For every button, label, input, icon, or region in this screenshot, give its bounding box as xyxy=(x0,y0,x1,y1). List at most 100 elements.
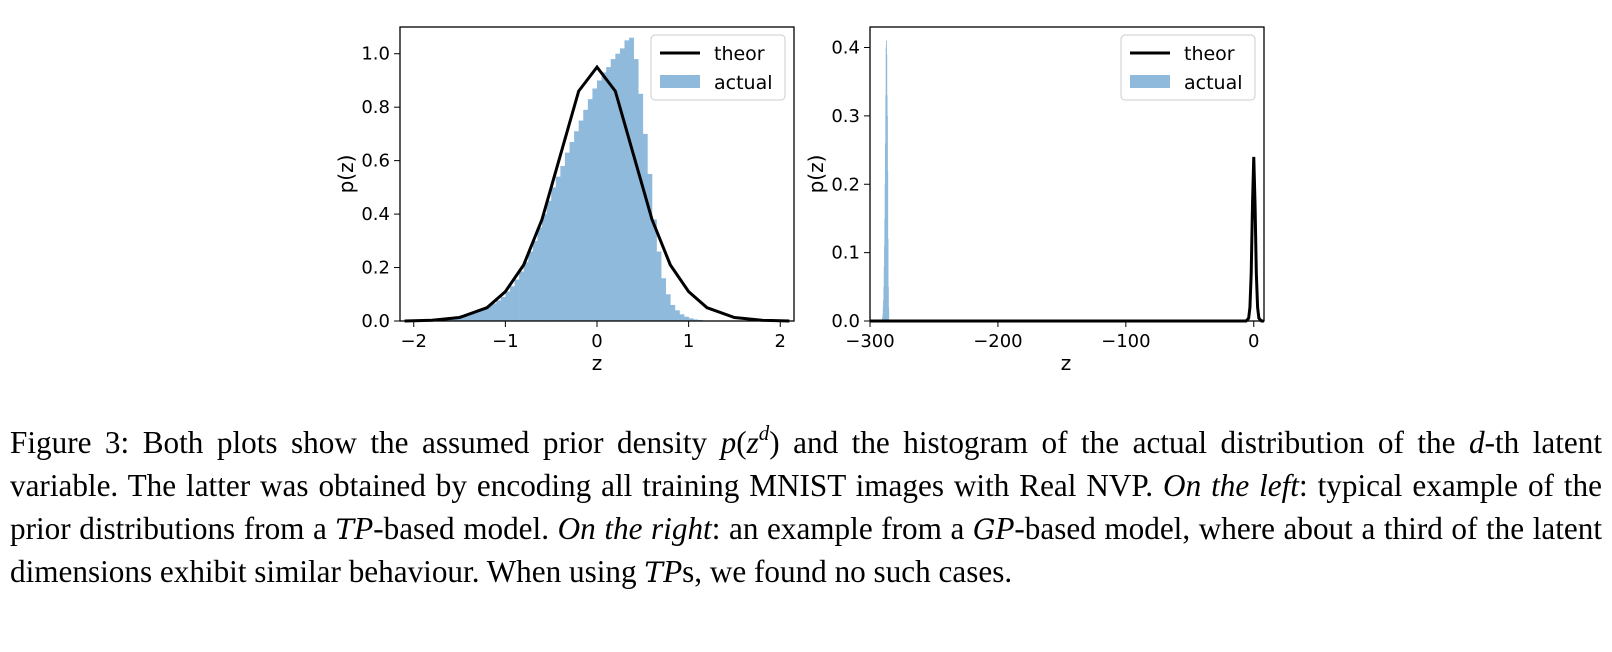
left-histogram xyxy=(413,37,717,322)
histogram-bar xyxy=(532,240,538,321)
right-ytick-label: 0.2 xyxy=(831,174,860,195)
histogram-bar xyxy=(670,304,676,321)
caption-text: : typical example of the prior distribut… xyxy=(10,467,1602,546)
caption-math-p: P xyxy=(354,510,374,546)
right-legend-actual-label: actual xyxy=(1184,72,1243,94)
histogram-bar xyxy=(473,311,479,321)
histogram-bar xyxy=(468,312,474,321)
right-plot: −300 −200 −100 0 0.0 0.1 0.2 0.3 0.4 z p… xyxy=(804,26,1265,375)
histogram-bar xyxy=(564,152,570,321)
left-xtick-label: 0 xyxy=(591,331,602,352)
left-xtick-label: 2 xyxy=(775,331,786,352)
left-plot: −2 −1 0 1 2 0.0 0.2 0.4 0.6 0.8 1.0 z p(… xyxy=(334,26,795,375)
caption-math-p: P xyxy=(663,554,683,590)
histogram-bar xyxy=(514,279,520,321)
histogram-bar xyxy=(647,174,653,321)
histogram-bar xyxy=(546,200,552,321)
left-ytick-label: 0.4 xyxy=(361,204,390,225)
left-xtick-label: −2 xyxy=(400,331,427,352)
histogram-bar xyxy=(500,296,506,321)
caption-math-d: d xyxy=(1468,425,1485,460)
histogram-bar xyxy=(482,307,488,321)
histogram-bar xyxy=(569,141,575,321)
caption-math-paren: ( xyxy=(736,425,747,460)
caption-math-p: p xyxy=(720,425,737,460)
histogram-bar xyxy=(592,88,598,322)
histogram-bar xyxy=(551,187,557,321)
caption-math-cal-t: T xyxy=(644,556,664,590)
left-ytick-label: 0.8 xyxy=(361,97,390,118)
caption-math-sup-d: d xyxy=(758,421,770,445)
histogram-bar xyxy=(615,53,621,322)
histogram-bar xyxy=(610,59,616,322)
histogram-bar xyxy=(684,316,689,321)
right-ytick-label: 0.1 xyxy=(831,243,860,264)
histogram-bar xyxy=(606,67,612,321)
histogram-bar xyxy=(679,314,685,321)
histogram-bar xyxy=(555,176,561,321)
caption-text: and the histogram of the actual distribu… xyxy=(779,425,1469,460)
histogram-bar xyxy=(693,319,699,321)
left-ytick-label: 0.6 xyxy=(361,151,390,172)
left-theor-curve xyxy=(404,64,790,323)
right-legend: theor actual xyxy=(1120,34,1256,101)
right-ytick-label: 0.3 xyxy=(831,106,860,127)
left-xtick-label: −1 xyxy=(492,331,519,352)
left-legend: theor actual xyxy=(650,34,786,101)
right-xtick-label: −100 xyxy=(1101,331,1150,352)
histogram-bar xyxy=(578,120,584,321)
caption-emphasis-left: On the left xyxy=(1163,467,1299,503)
right-histogram xyxy=(882,40,890,322)
caption-math-p: P xyxy=(995,510,1015,546)
left-legend-theor-label: theor xyxy=(714,43,765,65)
right-xtick-label: 0 xyxy=(1248,331,1259,352)
caption-text: -based model. xyxy=(373,510,558,546)
histogram-bar xyxy=(661,278,667,321)
histogram-bar xyxy=(674,310,680,321)
histogram-bar xyxy=(665,294,671,321)
histogram-bar xyxy=(888,307,890,321)
left-x-axis-title: z xyxy=(592,351,603,375)
histogram-bar xyxy=(656,251,662,321)
histogram-bar xyxy=(528,251,534,321)
left-xtick-label: 1 xyxy=(683,331,694,352)
right-xtick-label: −200 xyxy=(973,331,1022,352)
caption-math-cal-t: T xyxy=(335,512,355,546)
caption-text: -th latent variable. The latter was obta… xyxy=(10,425,1603,503)
right-y-axis-title: p(z) xyxy=(804,155,828,194)
histogram-bar xyxy=(523,262,529,321)
histogram-bar xyxy=(642,133,648,321)
histogram-bar xyxy=(887,238,889,321)
right-x-axis-title: z xyxy=(1061,351,1072,375)
histogram-bar xyxy=(491,303,497,321)
right-legend-patch-swatch xyxy=(1130,75,1170,88)
histogram-bar xyxy=(587,99,593,321)
figure-caption: Figure 3: Both plots show the assumed pr… xyxy=(10,422,1602,595)
caption-text: s, we found no such cases. xyxy=(682,554,1013,590)
histogram-bar xyxy=(477,309,483,321)
caption-text: Figure 3: Both plots show the assumed pr… xyxy=(10,425,721,460)
right-legend-theor-label: theor xyxy=(1184,43,1235,65)
caption-math-paren: ) xyxy=(769,425,780,460)
histogram-bar xyxy=(509,286,515,321)
left-legend-patch-swatch xyxy=(660,75,700,88)
caption-math-z: z xyxy=(746,425,759,460)
histogram-bar xyxy=(651,219,657,321)
left-xticks: −2 −1 0 1 2 xyxy=(400,321,786,352)
histogram-bar xyxy=(624,40,630,321)
histogram-bar xyxy=(629,37,634,321)
caption-emphasis-right: On the right xyxy=(557,510,712,546)
right-axes-frame xyxy=(869,26,1265,322)
histogram-bar xyxy=(619,48,625,322)
histogram-bar xyxy=(560,165,566,321)
right-xticks: −300 −200 −100 0 xyxy=(845,321,1259,352)
right-ytick-label: 0.0 xyxy=(831,311,860,332)
histogram-bar xyxy=(537,227,543,321)
histogram-bar xyxy=(464,314,470,321)
left-y-axis-title: p(z) xyxy=(334,155,358,194)
histogram-bar xyxy=(633,59,639,322)
left-legend-actual-label: actual xyxy=(714,72,773,94)
right-xtick-label: −300 xyxy=(845,331,894,352)
left-ytick-label: 0.0 xyxy=(361,311,390,332)
